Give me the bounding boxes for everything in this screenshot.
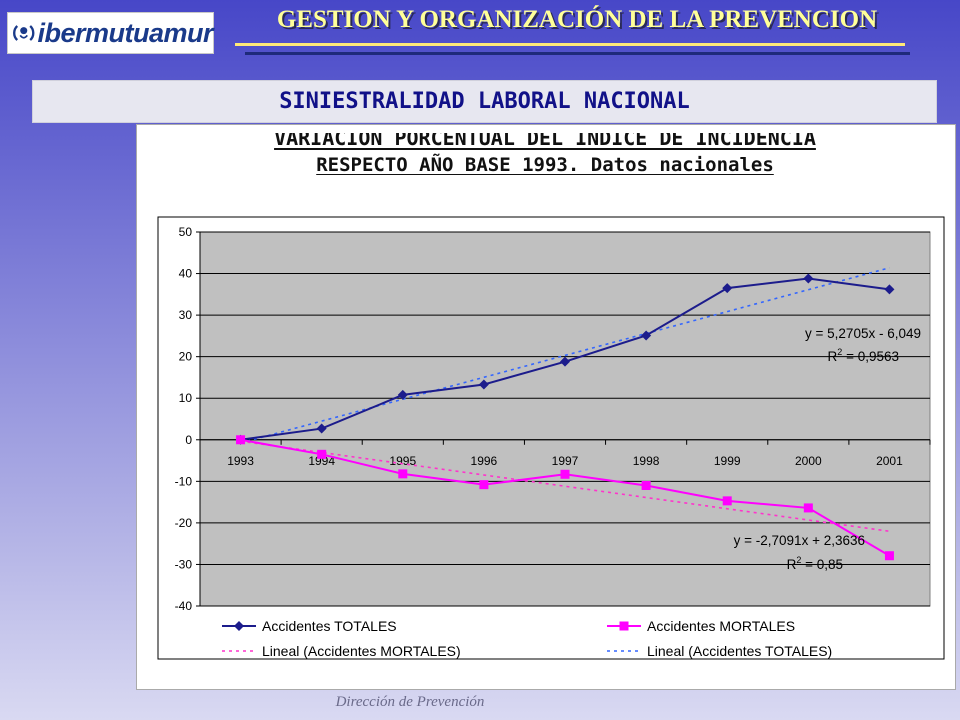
x-tick-label: 1997	[552, 454, 579, 468]
legend-marker	[234, 621, 244, 631]
section-subtitle: SINIESTRALIDAD LABORAL NACIONAL	[32, 80, 937, 123]
y-tick-label: 30	[179, 308, 193, 322]
data-point	[479, 480, 489, 490]
data-point	[236, 435, 246, 445]
data-point	[397, 389, 408, 400]
data-point	[803, 503, 813, 513]
legend-label: Lineal (Accidentes TOTALES)	[647, 643, 832, 659]
x-tick-label: 1996	[471, 454, 498, 468]
title-underline-shadow	[245, 52, 910, 55]
legend-label: Accidentes MORTALES	[647, 618, 795, 634]
data-point	[803, 273, 814, 284]
data-point	[641, 330, 652, 341]
legend-label: Lineal (Accidentes MORTALES)	[262, 643, 461, 659]
data-point	[722, 283, 733, 294]
chart-title-line2: RESPECTO AÑO BASE 1993. Datos nacionales	[316, 154, 774, 176]
y-tick-label: 10	[179, 391, 193, 405]
trend-equation: y = -2,7091x + 2,3636	[734, 533, 865, 548]
data-point	[478, 379, 489, 390]
y-tick-label: 40	[179, 267, 193, 281]
x-tick-label: 1995	[389, 454, 416, 468]
x-tick-label: 2000	[795, 454, 822, 468]
y-tick-label: 0	[185, 433, 192, 447]
data-point	[316, 423, 327, 434]
legend-label: Accidentes TOTALES	[262, 618, 397, 634]
chart-title: VARIACIÓN PORCENTUAL DEL ÍNDICE DE INCID…	[261, 133, 829, 179]
data-point	[317, 449, 327, 459]
trend-equation: y = 5,2705x - 6,049	[805, 326, 921, 341]
x-tick-label: 2001	[876, 454, 903, 468]
data-point	[398, 469, 408, 479]
trendline	[240, 267, 890, 444]
y-tick-label: -40	[175, 599, 193, 613]
x-tick-label: 1993	[227, 454, 254, 468]
data-point	[560, 469, 570, 479]
logo-text: ibermutuamur	[37, 17, 213, 48]
line-chart: -40 -30 -20 -10 0 10 20 30 40 50 1993 1994 1995 1996 1…	[157, 216, 945, 660]
logo-mark-icon	[13, 25, 35, 41]
data-point	[884, 551, 894, 561]
legend-marker	[619, 621, 629, 631]
data-point	[722, 496, 732, 506]
y-tick-label: -30	[175, 557, 193, 571]
x-tick-label: 1998	[633, 454, 660, 468]
trend-r2-label: R2 = 0,9563	[828, 347, 899, 364]
data-point	[641, 480, 651, 490]
y-tick-label: -20	[175, 516, 193, 530]
footer-text: Dirección de Prevención	[335, 694, 485, 710]
plot-area	[199, 231, 931, 607]
company-logo: ibermutuamur	[7, 12, 214, 54]
chart-title-line1: VARIACIÓN PORCENTUAL DEL ÍNDICE DE INCID…	[274, 133, 816, 150]
title-underline	[235, 43, 905, 46]
trend-r2-label: R2 = 0,85	[787, 555, 843, 572]
x-tick-label: 1994	[308, 454, 335, 468]
data-point	[560, 356, 570, 367]
page-title: GESTION Y ORGANIZACIÓN DE LA PREVENCION	[276, 6, 878, 33]
y-tick-label: -10	[175, 474, 193, 488]
x-tick-label: 1999	[714, 454, 741, 468]
y-tick-label: 50	[179, 225, 193, 239]
y-tick-label: 20	[179, 350, 193, 364]
data-point	[884, 284, 895, 295]
chart-panel: VARIACIÓN PORCENTUAL DEL ÍNDICE DE INCID…	[136, 124, 956, 690]
